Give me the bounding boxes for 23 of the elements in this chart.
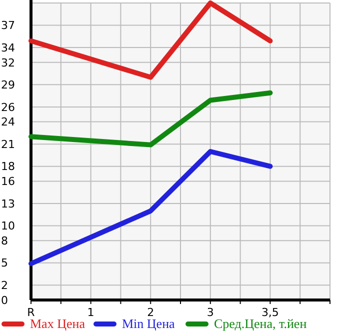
y-tick-label: 32 bbox=[1, 56, 15, 70]
x-tick-label: 1 bbox=[87, 306, 94, 319]
x-tick-label: R bbox=[27, 306, 36, 319]
legend-label: Сред.Цена, т.йен bbox=[214, 316, 307, 331]
y-tick-label: 0 bbox=[1, 294, 8, 307]
y-tick-label: 10 bbox=[1, 220, 15, 233]
y-tick-label: 18 bbox=[1, 160, 15, 174]
x-tick-label: 3,5 bbox=[261, 306, 279, 319]
legend-label: Max Цена bbox=[30, 316, 86, 331]
y-tick-label: 37 bbox=[1, 19, 15, 32]
y-tick-label: 2 bbox=[1, 279, 8, 292]
y-tick-label: 29 bbox=[1, 78, 15, 92]
legend-label: Min Цена bbox=[122, 316, 176, 331]
y-tick-label: 34 bbox=[1, 41, 15, 54]
y-tick-label: 8 bbox=[1, 234, 8, 248]
y-tick-label: 13 bbox=[1, 197, 15, 210]
y-tick-label: 24 bbox=[1, 116, 15, 129]
x-tick-label: 3 bbox=[206, 306, 214, 319]
y-tick-label: 26 bbox=[1, 100, 15, 114]
x-tick-label: 2 bbox=[147, 306, 154, 319]
y-tick-label: 21 bbox=[1, 138, 15, 151]
y-tick-label: 5 bbox=[1, 256, 8, 270]
y-tick-label: 16 bbox=[1, 175, 15, 188]
